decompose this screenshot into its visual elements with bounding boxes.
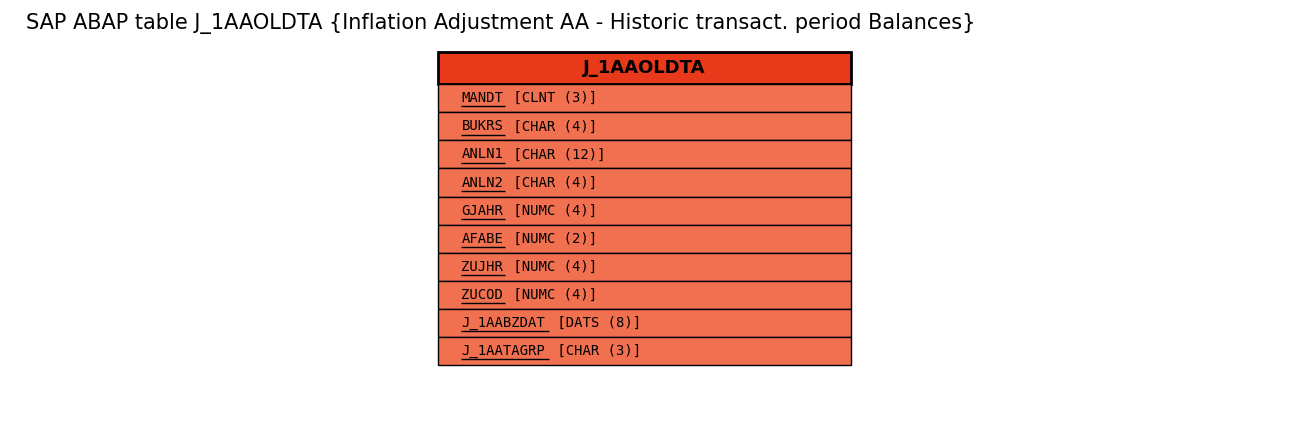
- FancyBboxPatch shape: [438, 197, 851, 225]
- Text: [NUMC (4)]: [NUMC (4)]: [505, 203, 597, 218]
- Text: [CLNT (3)]: [CLNT (3)]: [505, 91, 597, 105]
- Text: ANLN1: ANLN1: [461, 147, 503, 162]
- FancyBboxPatch shape: [438, 337, 851, 365]
- Text: J_1AAOLDTA: J_1AAOLDTA: [583, 59, 706, 77]
- Text: SAP ABAP table J_1AAOLDTA {Inflation Adjustment AA - Historic transact. period B: SAP ABAP table J_1AAOLDTA {Inflation Adj…: [26, 13, 976, 34]
- FancyBboxPatch shape: [438, 253, 851, 281]
- Text: MANDT: MANDT: [461, 91, 503, 105]
- Text: J_1AABZDAT: J_1AABZDAT: [461, 316, 545, 330]
- FancyBboxPatch shape: [438, 309, 851, 337]
- Text: [CHAR (4)]: [CHAR (4)]: [505, 175, 597, 190]
- Text: BUKRS: BUKRS: [461, 119, 503, 133]
- Text: [NUMC (2)]: [NUMC (2)]: [505, 232, 597, 246]
- Text: AFABE: AFABE: [461, 232, 503, 246]
- Text: ZUJHR: ZUJHR: [461, 260, 503, 274]
- FancyBboxPatch shape: [438, 225, 851, 253]
- Text: ZUCOD: ZUCOD: [461, 288, 503, 302]
- FancyBboxPatch shape: [438, 84, 851, 112]
- Text: [CHAR (12)]: [CHAR (12)]: [505, 147, 606, 162]
- FancyBboxPatch shape: [438, 168, 851, 197]
- FancyBboxPatch shape: [438, 52, 851, 84]
- Text: ANLN2: ANLN2: [461, 175, 503, 190]
- Text: [NUMC (4)]: [NUMC (4)]: [505, 260, 597, 274]
- Text: [CHAR (3)]: [CHAR (3)]: [549, 344, 641, 358]
- Text: J_1AATAGRP: J_1AATAGRP: [461, 344, 545, 358]
- FancyBboxPatch shape: [438, 112, 851, 140]
- Text: [NUMC (4)]: [NUMC (4)]: [505, 288, 597, 302]
- FancyBboxPatch shape: [438, 140, 851, 168]
- Text: [DATS (8)]: [DATS (8)]: [549, 316, 641, 330]
- Text: [CHAR (4)]: [CHAR (4)]: [505, 119, 597, 133]
- FancyBboxPatch shape: [438, 281, 851, 309]
- Text: GJAHR: GJAHR: [461, 203, 503, 218]
